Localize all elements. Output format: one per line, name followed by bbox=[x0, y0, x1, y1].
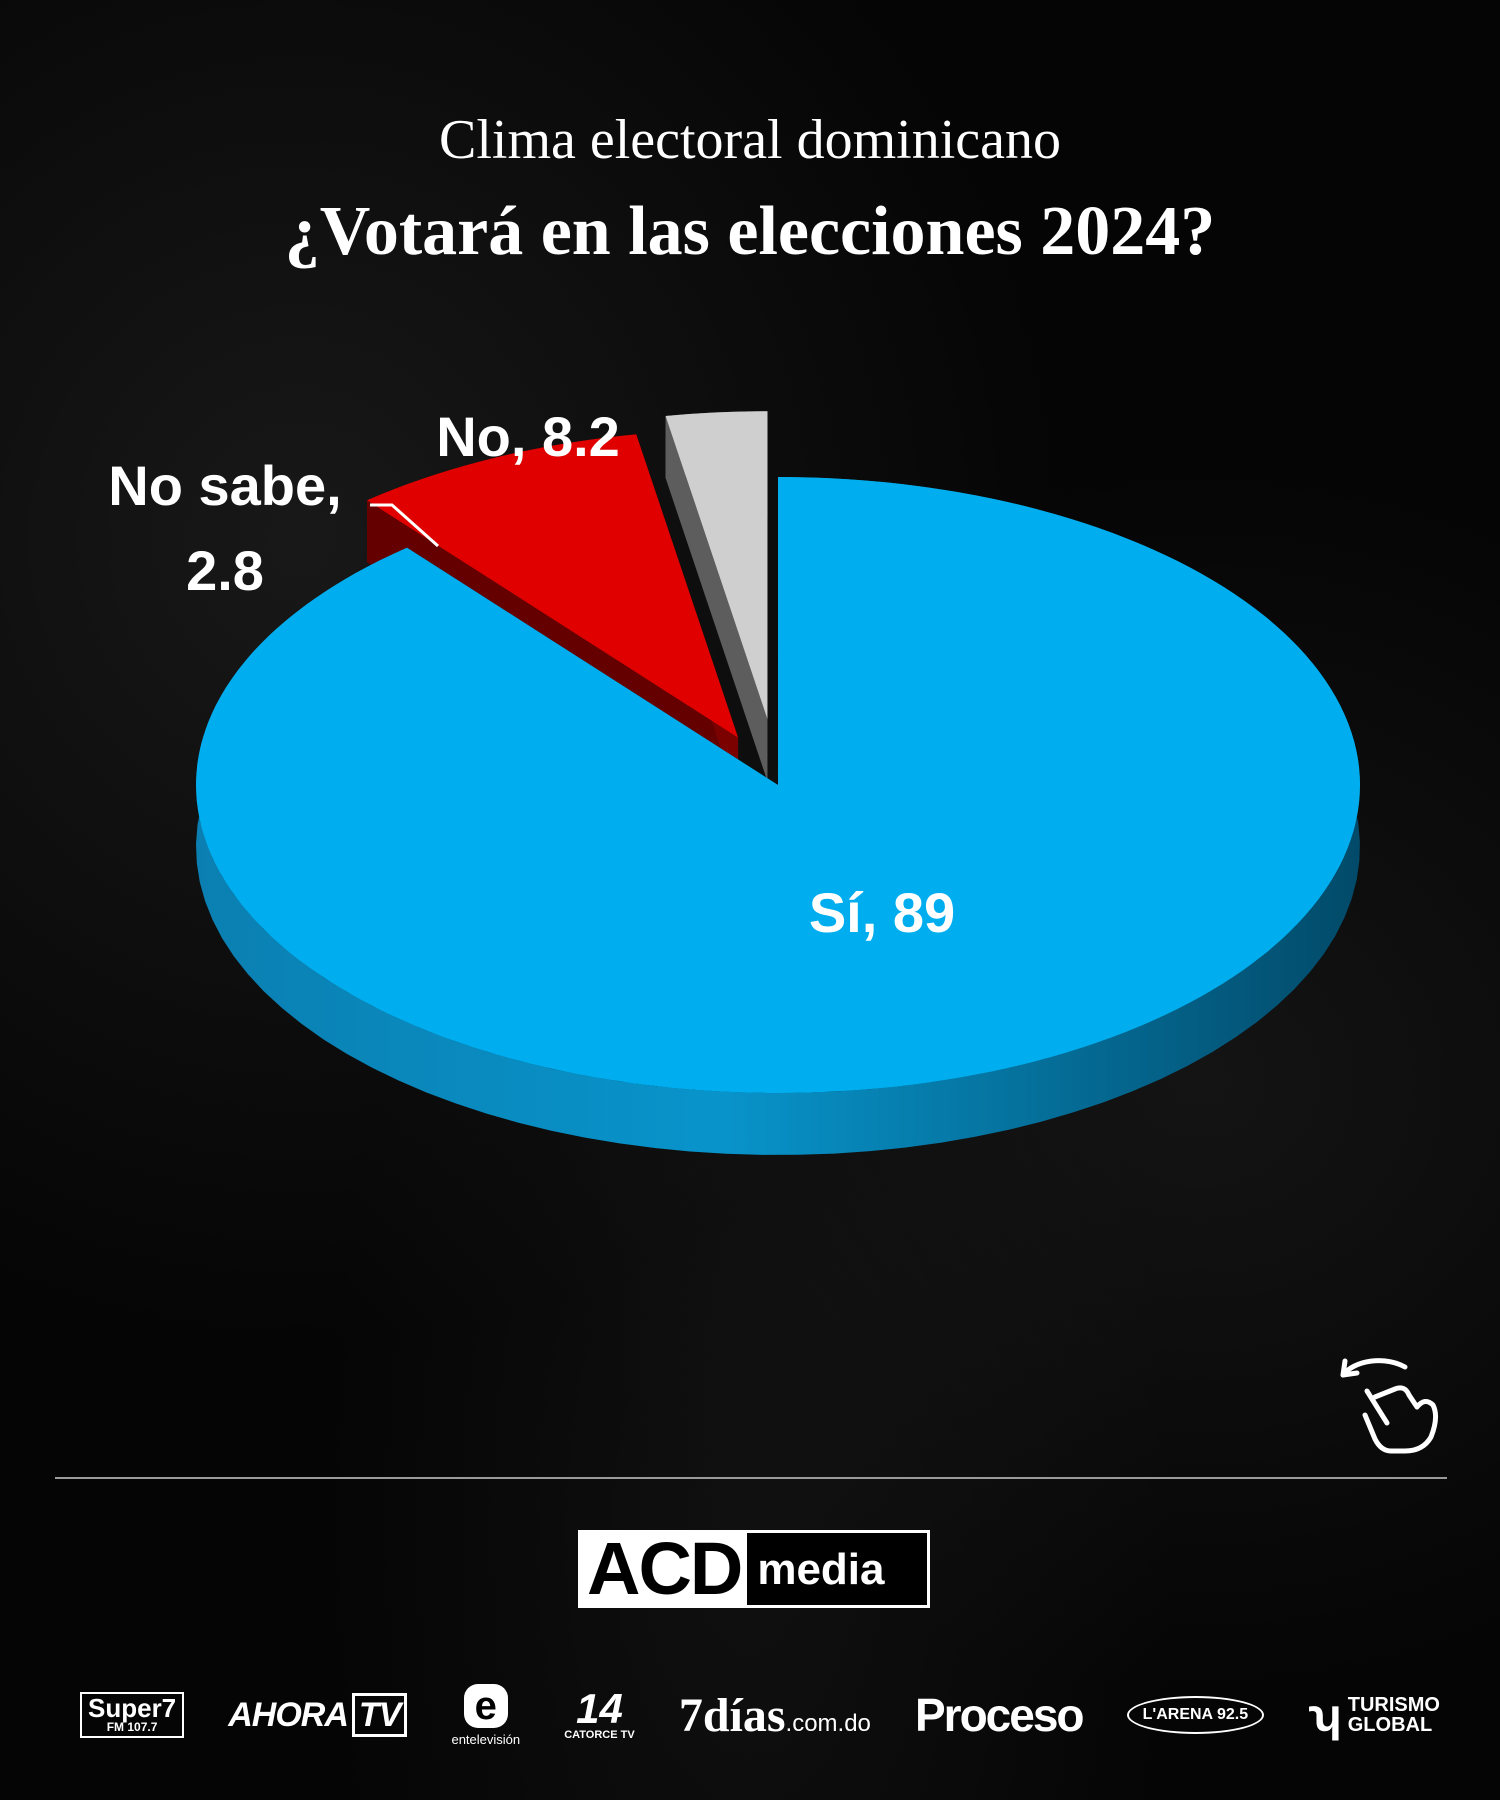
turismo-line-2: GLOBAL bbox=[1347, 1714, 1433, 1736]
turismo-global-text: TURISMO GLOBAL bbox=[1348, 1695, 1440, 1735]
catorce-name: CATORCE TV bbox=[564, 1729, 635, 1741]
slice-label-no-sabe: No sabe, bbox=[108, 454, 341, 517]
slice-label-no: No, 8.2 bbox=[436, 405, 620, 468]
slice-label-si: Sí, 89 bbox=[809, 881, 955, 944]
chart-subtitle: Clima electoral dominicano bbox=[438, 109, 1061, 171]
slice-top bbox=[665, 411, 768, 720]
acd-logo-main: ACD bbox=[581, 1532, 748, 1606]
catorce-mark: 14 bbox=[576, 1685, 623, 1732]
catorce-tv-logo: 14 CATORCE TV bbox=[564, 1685, 635, 1742]
label-leader-line bbox=[370, 503, 439, 548]
slice-top bbox=[196, 477, 1361, 1093]
larena-logo: L'ARENA 92.5 bbox=[1126, 1696, 1265, 1734]
slice-label-no-sabe-value: 2.8 bbox=[186, 539, 264, 602]
turismo-global-mark: ʮ bbox=[1308, 1689, 1342, 1741]
super7-freq: FM 107.7 bbox=[106, 1720, 158, 1734]
ahora-name: AHORA bbox=[228, 1695, 349, 1734]
entelevision-name: entelevisión bbox=[451, 1731, 521, 1747]
slice-top bbox=[367, 434, 739, 738]
partner-logos: Super7 FM 107.7 AHORA TV e entelevisión 1… bbox=[80, 1680, 1440, 1750]
entelevision-mark: e bbox=[463, 1683, 508, 1728]
acd-logo-sub: media bbox=[747, 1533, 927, 1605]
turismo-line-1: TURISMO bbox=[1347, 1694, 1440, 1716]
ahora-tv-logo: AHORA TV bbox=[228, 1692, 408, 1737]
entelevision-logo: e entelevisión bbox=[451, 1683, 521, 1747]
chart-title: ¿Votará en las elecciones 2024? bbox=[284, 193, 1216, 270]
ahora-tv-mark: TV bbox=[351, 1692, 408, 1737]
footer-divider bbox=[55, 1477, 1447, 1479]
7dias-number: 7 bbox=[678, 1688, 703, 1742]
pie-slice-sí bbox=[196, 477, 1361, 1155]
slice-cut-face bbox=[665, 416, 768, 782]
super7-logo: Super7 FM 107.7 bbox=[80, 1692, 185, 1738]
super7-name: Super7 bbox=[88, 1693, 177, 1723]
turismo-global-logo: ʮ TURISMO GLOBAL bbox=[1308, 1689, 1440, 1741]
pie-slice-no-sabe bbox=[665, 411, 768, 782]
7dias-name: días bbox=[702, 1688, 786, 1742]
pie-chart: Sí, 89 No, 8.2 No sabe, 2.8 bbox=[108, 405, 1361, 1155]
swipe-hand-icon bbox=[1340, 1358, 1439, 1454]
proceso-logo: Proceso bbox=[915, 1689, 1085, 1741]
7dias-logo: 7días.com.do bbox=[679, 1688, 871, 1743]
acd-media-logo: ACD media bbox=[578, 1530, 930, 1608]
7dias-tld: .com.do bbox=[785, 1709, 871, 1737]
